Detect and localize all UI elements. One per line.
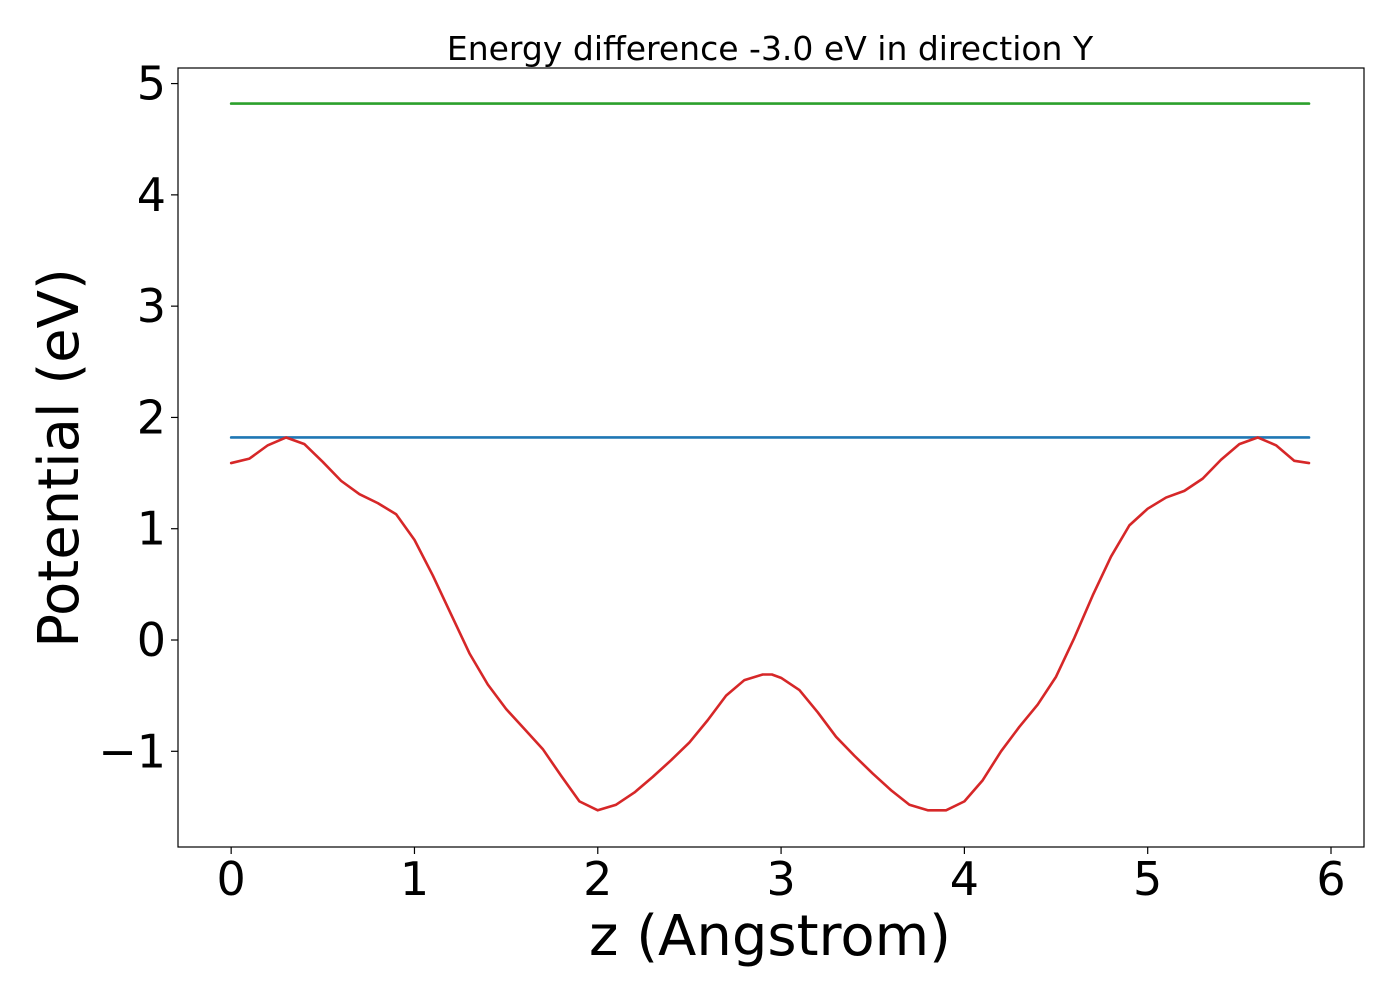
y-axis: −1 0 1 2 3 4 5 [98,57,178,778]
series-line-2 [229,436,1311,812]
x-tick-label: 4 [950,852,979,906]
y-tick-label: −1 [98,724,166,778]
y-tick-label: 1 [137,502,166,556]
y-tick-label: 0 [137,613,166,667]
x-tick-label: 0 [217,852,246,906]
series-layer [229,102,1311,812]
y-tick-label: 5 [137,57,166,111]
y-tick-label: 3 [137,279,166,333]
plot-frame [177,67,1365,848]
y-tick-label: 4 [137,168,166,222]
y-tick-label: 2 [137,390,166,444]
x-axis: 0 1 2 3 4 5 6 [217,847,1346,906]
x-tick-label: 1 [400,852,429,906]
x-tick-label: 5 [1133,852,1162,906]
y-axis-title: Potential (eV) [27,268,92,648]
x-tick-label: 3 [766,852,795,906]
x-tick-label: 2 [583,852,612,906]
x-axis-title: z (Angstrom) [589,904,951,969]
x-tick-label: 6 [1316,852,1345,906]
chart-title: Energy difference -3.0 eV in direction Y [447,29,1094,68]
